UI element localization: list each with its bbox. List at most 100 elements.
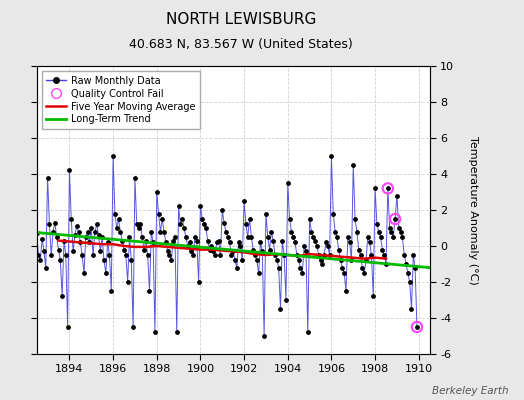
Point bbox=[140, 246, 148, 253]
Point bbox=[349, 162, 357, 168]
Point bbox=[160, 228, 168, 235]
Point bbox=[38, 236, 46, 242]
Point bbox=[118, 237, 126, 244]
Point bbox=[272, 257, 281, 264]
Point bbox=[353, 228, 361, 235]
Point bbox=[129, 324, 137, 330]
Point bbox=[328, 153, 336, 159]
Point bbox=[49, 228, 57, 235]
Point bbox=[402, 261, 410, 267]
Point bbox=[238, 257, 246, 264]
Point bbox=[411, 264, 419, 271]
Point bbox=[324, 243, 332, 249]
Point bbox=[182, 234, 190, 240]
Point bbox=[255, 270, 263, 276]
Point bbox=[229, 248, 237, 255]
Point bbox=[211, 252, 219, 258]
Point bbox=[78, 252, 86, 258]
Point bbox=[258, 248, 267, 255]
Point bbox=[389, 234, 398, 240]
Point bbox=[314, 252, 323, 258]
Point bbox=[63, 324, 72, 330]
Point bbox=[214, 237, 223, 244]
Point bbox=[156, 228, 165, 235]
Point bbox=[107, 288, 115, 294]
Point bbox=[176, 221, 184, 228]
Point bbox=[364, 234, 372, 240]
Point bbox=[105, 252, 114, 258]
Point bbox=[367, 252, 376, 258]
Point bbox=[54, 246, 63, 253]
Point bbox=[331, 228, 339, 235]
Point bbox=[134, 225, 143, 231]
Point bbox=[163, 248, 172, 255]
Point bbox=[138, 234, 146, 240]
Point bbox=[56, 257, 64, 264]
Point bbox=[202, 225, 210, 231]
Point bbox=[371, 185, 379, 192]
Point bbox=[133, 221, 141, 228]
Point bbox=[43, 174, 52, 181]
Point bbox=[136, 221, 145, 228]
Point bbox=[311, 237, 319, 244]
Point bbox=[275, 264, 283, 271]
Point bbox=[85, 239, 94, 246]
Point bbox=[244, 234, 252, 240]
Point bbox=[196, 203, 205, 210]
Point bbox=[325, 252, 334, 258]
Point bbox=[307, 228, 315, 235]
Point bbox=[247, 234, 256, 240]
Point bbox=[72, 223, 81, 229]
Point bbox=[391, 216, 399, 222]
Point bbox=[234, 239, 243, 246]
Point bbox=[27, 246, 36, 253]
Point bbox=[32, 230, 41, 237]
Point bbox=[172, 329, 181, 336]
Point bbox=[305, 216, 314, 222]
Point bbox=[360, 270, 368, 276]
Point bbox=[267, 228, 276, 235]
Point bbox=[316, 257, 325, 264]
Point bbox=[213, 239, 221, 246]
Point bbox=[333, 234, 341, 240]
Y-axis label: Temperature Anomaly (°C): Temperature Anomaly (°C) bbox=[468, 136, 478, 284]
Point bbox=[345, 239, 354, 246]
Point bbox=[149, 239, 157, 246]
Point bbox=[29, 237, 37, 244]
Point bbox=[169, 237, 177, 244]
Point bbox=[409, 252, 418, 258]
Point bbox=[303, 329, 312, 336]
Point bbox=[298, 270, 307, 276]
Point bbox=[41, 264, 50, 271]
Point bbox=[256, 239, 265, 246]
Point bbox=[87, 225, 95, 231]
Point bbox=[386, 225, 394, 231]
Point bbox=[294, 257, 303, 264]
Point bbox=[302, 248, 310, 255]
Point bbox=[24, 234, 32, 240]
Point bbox=[351, 216, 359, 222]
Point bbox=[240, 198, 248, 204]
Point bbox=[193, 237, 201, 244]
Point bbox=[382, 261, 390, 267]
Point bbox=[231, 257, 239, 264]
Point bbox=[340, 270, 348, 276]
Point bbox=[209, 248, 217, 255]
Point bbox=[413, 324, 421, 330]
Point bbox=[313, 243, 321, 249]
Point bbox=[286, 216, 294, 222]
Text: Berkeley Earth: Berkeley Earth bbox=[432, 386, 508, 396]
Point bbox=[251, 252, 259, 258]
Point bbox=[218, 207, 226, 213]
Point bbox=[198, 216, 206, 222]
Point bbox=[185, 239, 194, 246]
Point bbox=[67, 216, 75, 222]
Point bbox=[207, 243, 215, 249]
Point bbox=[227, 252, 236, 258]
Point bbox=[60, 237, 68, 244]
Point bbox=[114, 216, 123, 222]
Point bbox=[380, 252, 388, 258]
Point bbox=[124, 279, 132, 285]
Point bbox=[375, 228, 383, 235]
Point bbox=[400, 252, 408, 258]
